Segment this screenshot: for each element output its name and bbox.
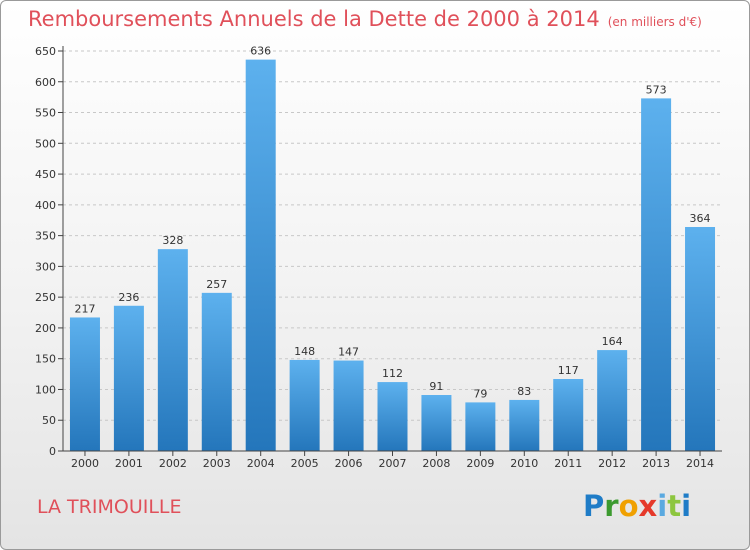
y-tick-label: 100	[35, 383, 56, 396]
bar	[333, 360, 364, 451]
data-label: 364	[690, 212, 711, 225]
y-tick-label: 450	[35, 168, 56, 181]
y-tick-label: 200	[35, 322, 56, 335]
bar	[641, 98, 672, 451]
bar	[377, 382, 408, 451]
data-label: 236	[118, 291, 139, 304]
x-tick-label: 2002	[159, 457, 187, 470]
proxiti-logo[interactable]: Proxiti	[583, 489, 691, 523]
x-tick-label: 2007	[379, 457, 407, 470]
y-tick-label: 250	[35, 291, 56, 304]
bar	[201, 292, 232, 451]
y-tick-label: 600	[35, 76, 56, 89]
logo-letter: P	[583, 489, 605, 523]
chart-title-text: Remboursements Annuels de la Dette de 20…	[28, 7, 600, 31]
bar	[69, 317, 100, 451]
commune-name: LA TRIMOUILLE	[37, 496, 182, 518]
logo-letter: o	[618, 489, 639, 523]
bar	[553, 379, 584, 451]
y-tick-label: 150	[35, 353, 56, 366]
x-tick-label: 2013	[642, 457, 670, 470]
bar	[421, 395, 452, 451]
data-label: 91	[429, 380, 443, 393]
x-tick-label: 2003	[203, 457, 231, 470]
x-tick-label: 2008	[422, 457, 450, 470]
x-tick-label: 2010	[510, 457, 538, 470]
x-axis: 2000 2001 2002 2003 2004 2005 2006 2007 2008 2009…	[63, 450, 722, 470]
bar	[465, 402, 496, 451]
bar	[685, 227, 716, 451]
logo-letter: i	[681, 489, 692, 523]
bar	[597, 350, 628, 451]
bar	[245, 59, 276, 451]
logo-letter: x	[638, 489, 658, 523]
data-label: 257	[206, 278, 227, 291]
bar	[113, 305, 144, 451]
x-tick-label: 2004	[247, 457, 275, 470]
data-label: 79	[473, 387, 487, 400]
x-tick-label: 2001	[115, 457, 143, 470]
logo-letter: t	[667, 489, 682, 523]
x-tick-label: 2000	[71, 457, 99, 470]
y-axis: 0 50 100 150 200 250 300 350 400 450 500 550 600 650	[35, 45, 64, 458]
data-label: 217	[74, 302, 95, 315]
data-label: 573	[646, 83, 667, 96]
x-tick-label: 2005	[291, 457, 319, 470]
data-label: 148	[294, 345, 315, 358]
logo-letter: r	[604, 489, 619, 523]
bar	[157, 249, 188, 451]
x-tick-label: 2006	[335, 457, 363, 470]
x-tick-label: 2014	[686, 457, 714, 470]
bar	[289, 359, 320, 451]
data-label: 117	[558, 364, 579, 377]
y-tick-label: 500	[35, 137, 56, 150]
y-tick-label: 400	[35, 199, 56, 212]
x-tick-label: 2012	[598, 457, 626, 470]
y-tick-label: 300	[35, 260, 56, 273]
bars: 217 236 328 257 636 148 147 112 91 79 83 117 164 573 3…	[69, 45, 716, 451]
data-label: 147	[338, 346, 359, 359]
data-label: 83	[517, 385, 531, 398]
bar	[509, 399, 540, 451]
data-label: 112	[382, 367, 403, 380]
y-tick-label: 650	[35, 45, 56, 58]
x-tick-label: 2011	[554, 457, 582, 470]
data-label: 328	[162, 234, 183, 247]
x-tick-label: 2009	[466, 457, 494, 470]
y-tick-label: 0	[49, 445, 56, 458]
chart-unit: (en milliers d'€)	[607, 15, 702, 29]
chart-title: Remboursements Annuels de la Dette de 20…	[28, 7, 702, 31]
y-tick-label: 350	[35, 230, 56, 243]
logo-letter: i	[657, 489, 668, 523]
y-tick-label: 50	[42, 414, 56, 427]
data-label: 164	[602, 335, 623, 348]
y-tick-label: 550	[35, 107, 56, 120]
data-label: 636	[250, 45, 271, 58]
